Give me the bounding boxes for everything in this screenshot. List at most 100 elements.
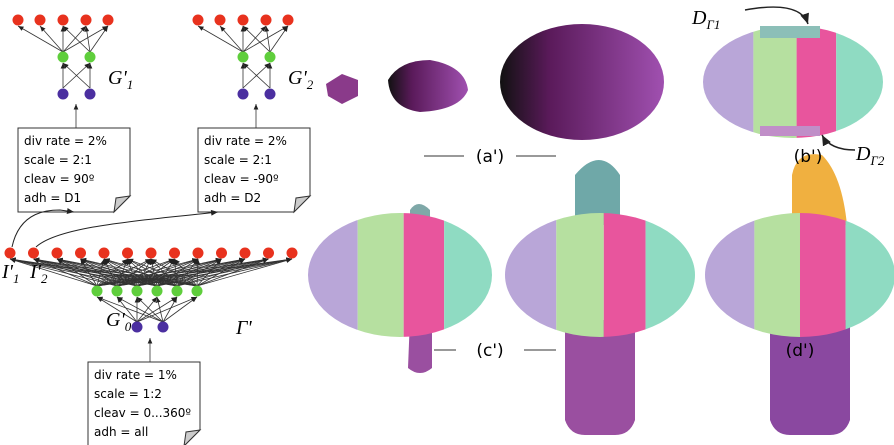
edge (62, 25, 87, 53)
edge (62, 25, 109, 53)
embryo (308, 213, 492, 337)
edge (9, 257, 178, 287)
link-arrow (35, 209, 219, 248)
tail (770, 320, 850, 435)
edge (174, 258, 198, 287)
hidden-node (191, 285, 203, 297)
output-node (102, 14, 114, 26)
label: G'2 (288, 67, 314, 92)
domain-stripe (796, 26, 837, 138)
output-node (4, 247, 16, 259)
embryo (326, 74, 358, 104)
edge (150, 258, 198, 287)
domain-bottom (760, 126, 820, 136)
domain-stripe (754, 213, 800, 337)
edge (162, 296, 198, 323)
panel-label: (d') (786, 341, 815, 361)
edge (62, 25, 91, 53)
output-node (263, 247, 274, 259)
edge (9, 257, 198, 287)
tail (565, 320, 635, 435)
pointer (744, 6, 809, 25)
edge (39, 25, 64, 53)
input-node (84, 88, 96, 100)
note-line: cleav = 0...360º (94, 406, 191, 420)
hidden-node (151, 285, 163, 297)
output-node (12, 14, 24, 26)
label: G'1 (108, 67, 133, 92)
label: DΓ1 (691, 7, 720, 32)
edge (136, 257, 293, 287)
output-node (122, 247, 133, 259)
note-line: cleav = 90º (24, 172, 95, 186)
label-sub: 2 (41, 271, 48, 286)
note-fold (113, 195, 132, 214)
output-node (169, 247, 180, 259)
note-line: div rate = 2% (24, 134, 107, 148)
label-sub: 1 (13, 271, 20, 286)
gamma-label: Γ' (235, 317, 252, 339)
hidden-node (237, 51, 249, 63)
edge (17, 25, 64, 53)
embryo (500, 24, 664, 140)
edge (156, 257, 293, 287)
domain-stripe (556, 213, 604, 337)
edge (136, 296, 158, 323)
domain-stripe (444, 213, 492, 337)
output-node (51, 247, 63, 259)
label-base: I' (1, 261, 14, 283)
edge (96, 258, 152, 287)
edge (33, 257, 198, 287)
label-base: G' (108, 67, 127, 89)
domain-stripe (403, 213, 445, 337)
edge (116, 296, 164, 323)
edge (196, 258, 246, 287)
note-line: cleav = -90º (204, 172, 279, 186)
output-node (216, 247, 227, 259)
edge (9, 258, 118, 287)
output-node (75, 247, 86, 259)
label-base: I' (29, 261, 42, 283)
domain-stripe (836, 26, 883, 138)
input-node (237, 88, 249, 100)
note-line: adh = all (94, 425, 148, 439)
edge (56, 258, 118, 287)
head (792, 154, 847, 225)
edge (9, 258, 98, 287)
domain-top (760, 26, 820, 38)
note-fold (183, 429, 202, 445)
input-node (264, 88, 276, 100)
domain-stripe (753, 26, 797, 138)
label-sub: Γ2 (869, 153, 884, 168)
hidden-node (264, 51, 276, 63)
edge (84, 25, 91, 53)
edge (116, 258, 175, 287)
label-base: G' (288, 67, 307, 89)
note-line: scale = 2:1 (24, 153, 92, 167)
output-node (145, 247, 157, 259)
domain-stripe (800, 213, 846, 337)
edge (176, 258, 269, 287)
edge (196, 258, 222, 287)
panel-label: (b') (794, 147, 823, 167)
embryo (388, 60, 468, 112)
label-base: D (855, 143, 871, 165)
label-sub: 0 (125, 319, 132, 334)
edge (80, 257, 198, 287)
edge (196, 258, 293, 287)
edge (269, 25, 289, 53)
note-fold (293, 195, 312, 214)
edge (56, 257, 198, 287)
link-arrow (11, 208, 75, 248)
edge (242, 25, 271, 53)
domain-stripe (845, 213, 894, 337)
note-line: scale = 2:1 (204, 153, 272, 167)
output-node (260, 14, 272, 26)
hidden-node (91, 285, 103, 297)
edge (116, 257, 246, 287)
domain-stripe (703, 26, 754, 138)
label: DΓ2 (855, 143, 885, 168)
input-node (131, 321, 143, 333)
